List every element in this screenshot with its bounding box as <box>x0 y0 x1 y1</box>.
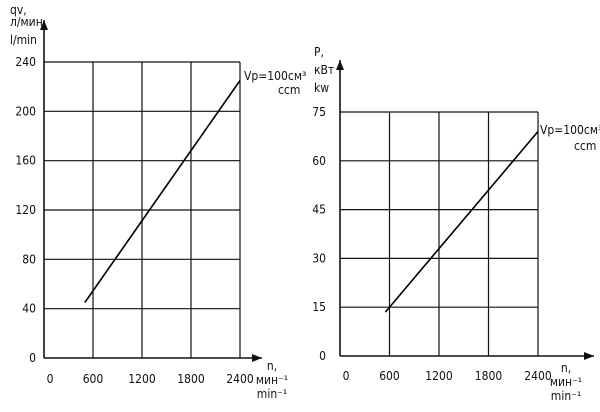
x-axis-arrow <box>252 354 262 362</box>
x-tick-label: 600 <box>83 372 104 386</box>
x-axis-label: мин⁻¹ <box>256 373 288 387</box>
x-axis-label: мин⁻¹ <box>550 375 582 389</box>
y-tick-label: 160 <box>15 154 36 168</box>
x-tick-label: 0 <box>343 369 350 383</box>
x-tick-label: 2400 <box>524 369 552 383</box>
y-axis-label: qv, <box>10 3 27 17</box>
series-line <box>384 131 539 313</box>
y-tick-label: 120 <box>15 203 36 217</box>
y-tick-label: 200 <box>15 104 36 118</box>
y-tick-label: 240 <box>15 55 36 69</box>
x-tick-label: 600 <box>379 369 400 383</box>
y-tick-label: 45 <box>312 203 326 217</box>
series-label: Vp=100см³ <box>540 123 600 137</box>
y-tick-label: 75 <box>312 105 326 119</box>
y-axis-label: л/мин <box>10 15 43 29</box>
x-tick-label: 1800 <box>475 369 503 383</box>
chart-2: 0 15 30 45 60 75 0 600 1200 1800 2400 P, кВт kw n,мин⁻… <box>312 45 600 403</box>
x-tick-label: 1200 <box>425 369 453 383</box>
x-axis-arrow <box>584 352 594 360</box>
y-tick-label: 80 <box>22 252 36 266</box>
series-line <box>84 80 241 303</box>
y-axis-label: P, <box>314 45 324 59</box>
y-tick-label: 60 <box>312 154 326 168</box>
x-axis-label: n, <box>267 359 277 373</box>
x-axis-label: min⁻¹ <box>257 387 287 401</box>
x-tick-label: 1200 <box>128 372 156 386</box>
y-axis-arrow <box>40 20 48 30</box>
y-axis-label: l/min <box>10 33 37 47</box>
x-tick-label: 0 <box>47 372 54 386</box>
y-axis-arrow <box>336 60 344 70</box>
x-tick-label: 2400 <box>226 372 254 386</box>
x-axis-label: n, <box>561 361 571 375</box>
y-tick-label: 40 <box>22 302 36 316</box>
x-axis-label: min⁻¹ <box>551 389 581 403</box>
series-label-unit: ccm <box>574 139 596 153</box>
y-axis-label: kw <box>314 81 329 95</box>
y-tick-label: 15 <box>312 300 326 314</box>
y-tick-label: 30 <box>312 251 326 265</box>
y-tick-label: 0 <box>319 349 326 363</box>
y-axis-label: кВт <box>314 63 334 77</box>
series-label-unit: ccm <box>278 83 300 97</box>
y-tick-label: 0 <box>29 351 36 365</box>
x-tick-label: 1800 <box>177 372 205 386</box>
series-label: Vp=100см³ <box>244 69 306 83</box>
